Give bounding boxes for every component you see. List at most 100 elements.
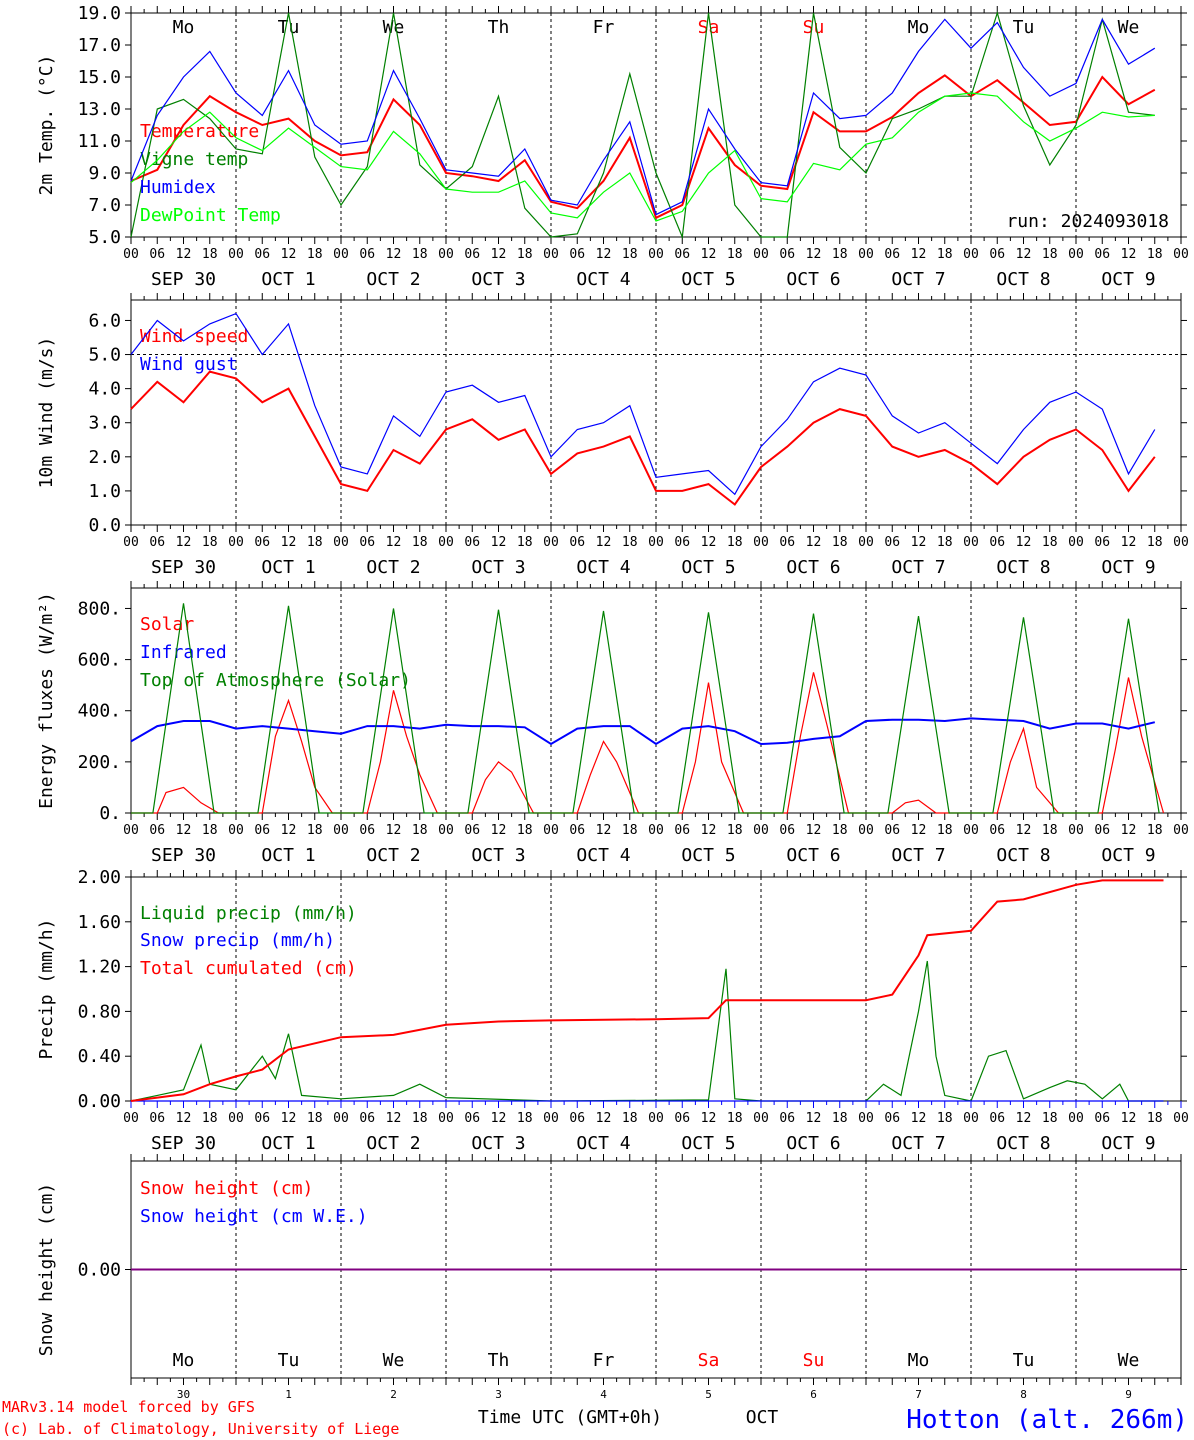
hour-tick-label: 00 xyxy=(438,247,454,262)
run-label: run: 2024093018 xyxy=(1006,211,1169,232)
hour-tick-label: 00 xyxy=(333,535,349,550)
hour-tick-label: 12 xyxy=(596,1111,612,1126)
hour-tick-label: 06 xyxy=(464,823,480,838)
series-line-top-of-atmosphere-solar- xyxy=(131,603,1160,814)
date-label: OCT 1 xyxy=(261,269,315,290)
hour-tick-label: 12 xyxy=(701,823,717,838)
hour-tick-label: 06 xyxy=(779,247,795,262)
date-label: OCT 4 xyxy=(576,557,630,578)
bottom-day-number: 30 xyxy=(177,1388,190,1401)
weekday-label: Tu xyxy=(278,1350,300,1371)
date-label: OCT 1 xyxy=(261,557,315,578)
hour-tick-label: 12 xyxy=(1016,535,1032,550)
hour-tick-label: 12 xyxy=(176,535,192,550)
weekday-label: Mo xyxy=(908,17,930,38)
hour-tick-label: 00 xyxy=(1173,535,1189,550)
hour-tick-label: 18 xyxy=(622,247,638,262)
hour-tick-label: 00 xyxy=(228,535,244,550)
hour-tick-label: 00 xyxy=(963,1111,979,1126)
hour-tick-label: 00 xyxy=(333,1111,349,1126)
hour-tick-label: 12 xyxy=(596,535,612,550)
hour-tick-label: 00 xyxy=(1068,823,1084,838)
hour-tick-label: 18 xyxy=(622,823,638,838)
hour-tick-label: 12 xyxy=(596,823,612,838)
hour-tick-label: 06 xyxy=(1094,535,1110,550)
hour-tick-label: 00 xyxy=(753,1111,769,1126)
hour-tick-label: 06 xyxy=(884,1111,900,1126)
hour-tick-label: 06 xyxy=(1094,1111,1110,1126)
series-line-humidex xyxy=(130,18,1156,216)
hour-tick-label: 06 xyxy=(359,1111,375,1126)
date-label: OCT 2 xyxy=(366,269,420,290)
hour-tick-label: 06 xyxy=(569,247,585,262)
station-name: Hotton (alt. 266m) xyxy=(906,1405,1188,1435)
credit-line: MARv3.14 model forced by GFS xyxy=(2,1398,255,1416)
date-label: OCT 3 xyxy=(471,845,525,866)
date-label: OCT 7 xyxy=(891,845,945,866)
legend-entry: Infrared xyxy=(140,642,227,663)
legend-entry: Wind gust xyxy=(140,354,238,375)
hour-tick-label: 12 xyxy=(281,823,297,838)
y-tick-label: 3.0 xyxy=(88,413,121,434)
y-tick-label: 800. xyxy=(78,598,121,619)
y-tick-label: 13.0 xyxy=(78,99,121,120)
hour-tick-label: 18 xyxy=(1147,1111,1163,1126)
y-axis-label: Snow height (cm) xyxy=(36,1183,57,1356)
hour-tick-label: 12 xyxy=(701,1111,717,1126)
y-tick-label: 0.00 xyxy=(78,1260,121,1281)
hour-tick-label: 00 xyxy=(438,823,454,838)
hour-tick-label: 12 xyxy=(281,247,297,262)
hour-tick-label: 12 xyxy=(806,247,822,262)
series-line-wind-speed xyxy=(130,370,1156,506)
series-line-dewpoint-temp xyxy=(130,92,1155,222)
hour-tick-label: 00 xyxy=(123,823,139,838)
bottom-day-number: 2 xyxy=(390,1388,397,1401)
hour-tick-label: 18 xyxy=(832,1111,848,1126)
hour-tick-label: 18 xyxy=(412,1111,428,1126)
y-tick-label: 0.40 xyxy=(78,1046,121,1067)
hour-tick-label: 18 xyxy=(1147,535,1163,550)
hour-tick-label: 18 xyxy=(727,1111,743,1126)
date-label: OCT 6 xyxy=(786,1133,840,1154)
hour-tick-label: 00 xyxy=(1173,247,1189,262)
panel-2: 0.0 1.0 2.0 3.0 4.0 5.0 6.0 10m Wind (m/s) 00 06 1… xyxy=(36,293,1189,578)
hour-tick-label: 18 xyxy=(937,247,953,262)
weekday-label: Fr xyxy=(593,1350,615,1371)
hour-tick-label: 12 xyxy=(386,1111,402,1126)
bottom-day-number: 3 xyxy=(495,1388,502,1401)
hour-tick-label: 18 xyxy=(202,535,218,550)
hour-tick-label: 18 xyxy=(1042,1111,1058,1126)
hour-tick-label: 00 xyxy=(543,1111,559,1126)
panel-4: 0.00 0.40 0.80 1.20 1.60 2.00 Precip (mm/h) 00 0… xyxy=(36,867,1189,1154)
panel-frame xyxy=(130,12,1182,238)
hour-tick-label: 12 xyxy=(806,1111,822,1126)
hour-tick-label: 06 xyxy=(254,1111,270,1126)
hour-tick-label: 12 xyxy=(176,1111,192,1126)
hour-tick-label: 12 xyxy=(911,247,927,262)
legend-entry: Temperature xyxy=(140,121,259,142)
date-label: OCT 5 xyxy=(681,1133,735,1154)
hour-tick-label: 06 xyxy=(254,535,270,550)
series-line-temperature xyxy=(130,74,1156,220)
hour-tick-label: 00 xyxy=(858,1111,874,1126)
hour-tick-label: 06 xyxy=(464,247,480,262)
hour-tick-label: 00 xyxy=(543,535,559,550)
date-label: OCT 3 xyxy=(471,557,525,578)
bottom-day-number: 9 xyxy=(1125,1388,1132,1401)
weekday-label: Mo xyxy=(173,17,195,38)
weekday-label: Tu xyxy=(278,17,300,38)
hour-tick-label: 06 xyxy=(779,823,795,838)
date-label: OCT 4 xyxy=(576,1133,630,1154)
hour-tick-label: 18 xyxy=(1042,247,1058,262)
y-axis-label: Energy fluxes (W/m²) xyxy=(36,592,57,809)
hour-tick-label: 12 xyxy=(491,823,507,838)
y-tick-label: 0.0 xyxy=(88,515,121,536)
hour-tick-label: 00 xyxy=(1173,1111,1189,1126)
weekday-label: Mo xyxy=(173,1350,195,1371)
hour-tick-label: 06 xyxy=(674,1111,690,1126)
hour-tick-label: 12 xyxy=(281,1111,297,1126)
legend-entry: Vigne temp xyxy=(140,149,248,170)
hour-tick-label: 18 xyxy=(832,247,848,262)
hour-tick-label: 06 xyxy=(989,1111,1005,1126)
date-label: OCT 3 xyxy=(471,1133,525,1154)
